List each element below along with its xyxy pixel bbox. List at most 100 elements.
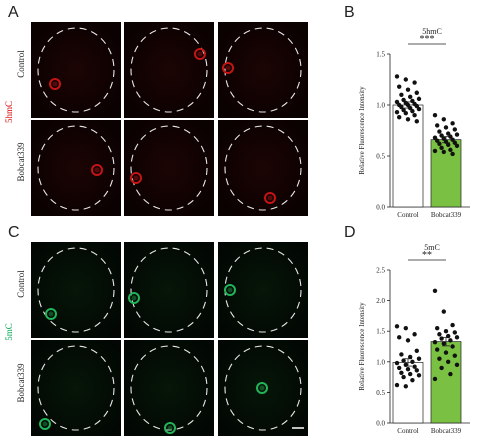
zona-outline (224, 125, 302, 211)
data-point (435, 138, 440, 143)
data-point (450, 322, 455, 328)
micrograph-tile (124, 340, 214, 436)
data-point (414, 368, 419, 373)
data-point (410, 108, 415, 114)
micrograph-tile (31, 242, 121, 338)
y-tick-label: 0.5 (376, 153, 385, 161)
data-point (441, 117, 446, 122)
data-point (405, 102, 411, 108)
micrograph-background (124, 340, 214, 436)
data-point (432, 340, 438, 345)
data-point (408, 354, 413, 360)
data-point (454, 362, 460, 368)
data-point (414, 90, 419, 95)
micrograph-background (31, 120, 121, 216)
data-point (441, 149, 446, 155)
nucleus-signal (194, 48, 206, 60)
stain-label-5hmc: 5hmC (4, 101, 14, 123)
data-point (454, 335, 460, 340)
data-point (416, 96, 422, 102)
data-point (416, 356, 422, 361)
data-point (403, 362, 408, 368)
micrograph-tile (31, 22, 121, 118)
data-point (435, 325, 440, 331)
nucleus-core (48, 311, 54, 317)
data-point (452, 127, 457, 132)
micrograph-tile (124, 22, 214, 118)
data-point (399, 352, 404, 357)
nucleus-core (259, 385, 265, 391)
nucleus-core (94, 167, 100, 173)
panel-letter-d: D (344, 224, 356, 241)
micrograph-grid (31, 22, 308, 436)
data-point (432, 376, 438, 382)
zona-outline (37, 125, 115, 211)
data-point (437, 141, 442, 146)
data-point (412, 80, 417, 85)
data-point (394, 360, 400, 366)
data-point (394, 382, 400, 388)
micrograph-background (124, 22, 214, 118)
data-point (394, 74, 400, 79)
data-point (452, 140, 457, 145)
data-point (403, 110, 408, 116)
row-label-a-control: Control (16, 50, 26, 78)
data-point (403, 325, 408, 331)
micrograph-tile (218, 242, 308, 338)
data-point (410, 377, 415, 383)
micrograph-tile (31, 340, 121, 436)
y-tick-label: 2.0 (376, 297, 385, 305)
data-point (399, 370, 404, 376)
data-point (443, 125, 449, 130)
data-point (432, 135, 438, 140)
data-point (439, 145, 444, 151)
nucleus-core (227, 287, 233, 293)
data-point (437, 356, 442, 361)
data-point (443, 350, 449, 355)
nucleus-core (197, 51, 203, 57)
nucleus-core (133, 175, 139, 181)
micrograph-background (31, 22, 121, 118)
nucleus-signal (256, 382, 268, 394)
data-point (443, 329, 449, 334)
nucleus-signal (39, 418, 51, 430)
nucleus-signal (91, 164, 103, 176)
stain-label-5mc: 5mC (4, 323, 14, 341)
data-point (446, 131, 451, 136)
zona-outline (224, 27, 302, 113)
data-point (412, 113, 417, 118)
nucleus-signal (128, 292, 140, 304)
data-point (446, 142, 451, 147)
data-point (439, 336, 444, 341)
y-tick-label: 0.0 (376, 204, 385, 212)
y-tick-label: 1.5 (376, 51, 385, 59)
x-tick-label: Control (397, 427, 418, 435)
data-point (405, 366, 411, 372)
nucleus-core (225, 65, 231, 71)
data-point (441, 309, 446, 314)
data-point (439, 133, 444, 138)
data-point (399, 104, 404, 110)
data-point (435, 123, 440, 128)
nucleus-core (42, 421, 48, 427)
micrograph-background (218, 242, 308, 338)
data-point (405, 117, 411, 122)
data-point (448, 147, 453, 153)
data-point (401, 107, 406, 113)
zona-outline (130, 125, 208, 211)
data-point (416, 373, 422, 378)
data-point (408, 105, 413, 111)
micrograph-background (124, 120, 214, 216)
data-point (452, 353, 457, 358)
zona-outline (130, 247, 208, 333)
data-point (450, 137, 455, 142)
data-point (397, 335, 402, 340)
y-tick-label: 1.0 (376, 102, 385, 110)
data-point (394, 99, 400, 105)
data-point (405, 338, 411, 343)
zona-outline (37, 27, 115, 113)
micrograph-background (124, 242, 214, 338)
micrograph-tile (218, 340, 308, 436)
zona-outline (37, 247, 115, 333)
